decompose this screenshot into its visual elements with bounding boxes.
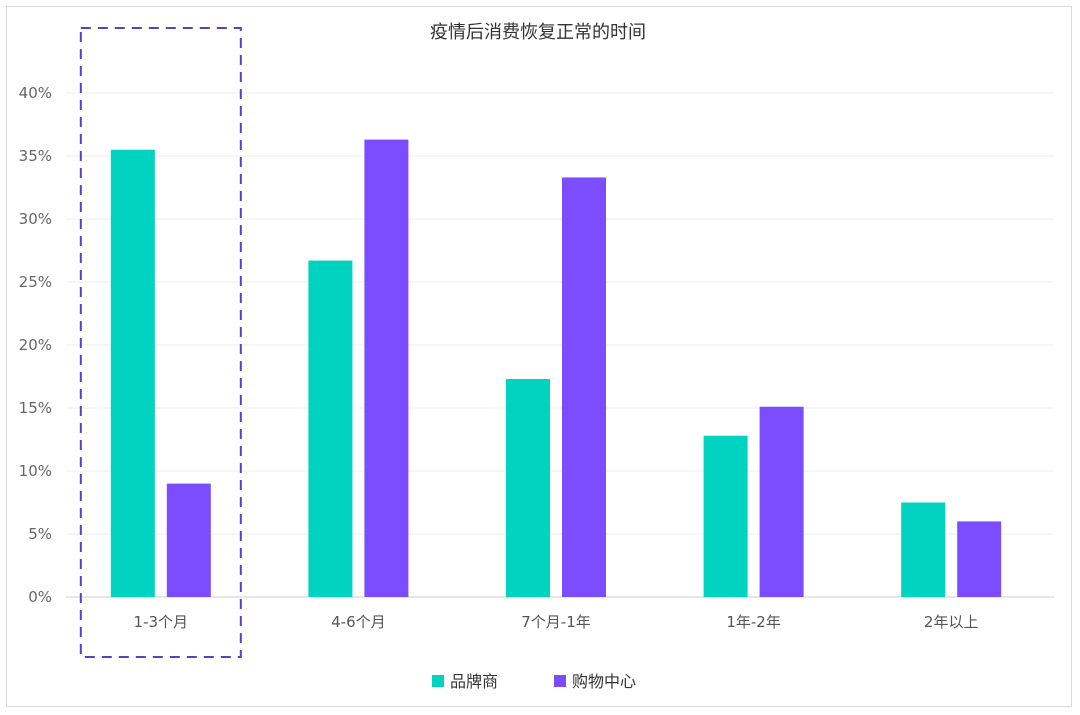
bar <box>759 406 804 597</box>
bars <box>110 139 1002 598</box>
y-tick-label: 20% <box>19 336 52 354</box>
bar <box>364 139 409 597</box>
y-tick-label: 5% <box>28 525 52 543</box>
x-tick-label: 7个月-1年 <box>521 613 591 631</box>
y-tick-label: 0% <box>28 588 52 606</box>
x-tick-label: 1-3个月 <box>134 613 189 631</box>
y-tick-label: 30% <box>19 210 52 228</box>
grid-lines <box>66 92 1054 598</box>
bar <box>562 177 606 598</box>
y-tick-label: 25% <box>19 273 52 291</box>
bar <box>166 483 211 597</box>
bar <box>308 260 353 597</box>
legend-swatch <box>554 675 566 687</box>
highlight-rect <box>79 27 242 658</box>
y-tick-label: 15% <box>19 399 52 417</box>
bar <box>110 149 155 597</box>
y-tick-label: 40% <box>19 84 52 102</box>
legend-swatch <box>432 675 444 687</box>
legend-label: 购物中心 <box>572 672 636 691</box>
legend-label: 品牌商 <box>450 672 498 691</box>
highlight-box <box>79 27 242 658</box>
x-tick-label: 1年-2年 <box>726 613 781 631</box>
bar <box>703 435 748 597</box>
x-axis-ticks: 1-3个月 4-6个月 7个月-1年 1年-2年 2年以上 <box>134 613 979 631</box>
x-tick-label: 2年以上 <box>924 613 979 631</box>
x-tick-label: 4-6个月 <box>331 613 386 631</box>
bar <box>957 521 1002 597</box>
chart-frame <box>6 6 1072 707</box>
legend: 品牌商 购物中心 <box>432 672 636 691</box>
bar <box>901 502 946 597</box>
bar <box>506 379 550 597</box>
y-tick-label: 35% <box>19 147 52 165</box>
y-tick-label: 10% <box>19 462 52 480</box>
chart-title: 疫情后消费恢复正常的时间 <box>430 22 646 43</box>
y-axis-ticks: 0% 5% 10% 15% 20% 25% 30% 35% 40% <box>19 84 52 606</box>
